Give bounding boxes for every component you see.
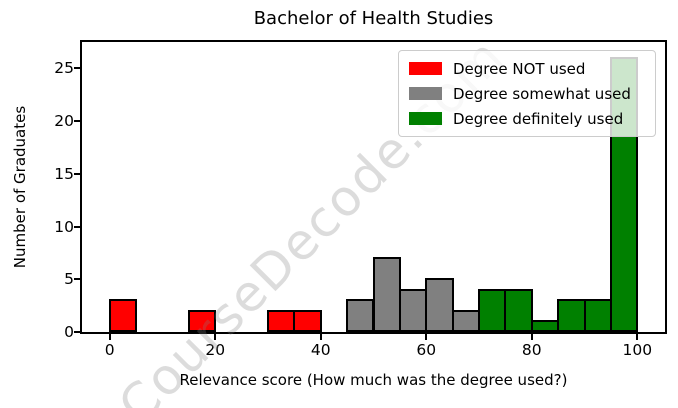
x-tick-label: 100 [622,341,653,359]
y-tick-label: 10 [54,217,74,236]
chart-title: Bachelor of Health Studies [253,8,494,29]
histogram-bar [530,320,560,332]
histogram-bar [108,299,138,332]
histogram-bar [187,309,217,332]
y-tick-mark [74,278,80,281]
histogram-bar [346,299,375,332]
x-tick-mark [214,334,217,340]
x-tick-label: 0 [104,341,115,359]
histogram-bar [478,288,507,332]
x-tick-mark [530,334,533,340]
histogram-bar [293,309,322,332]
legend-row: Degree somewhat used [409,85,645,103]
legend-swatch [409,112,442,125]
y-tick-label: 5 [64,270,74,289]
x-tick-label: 60 [416,341,437,359]
y-tick-mark [74,120,80,123]
histogram-bar [398,288,428,332]
histogram-bar [504,288,533,332]
x-axis-label: Relevance score (How much was the degree… [179,371,568,389]
y-tick-mark [74,225,80,228]
x-tick-mark [108,334,111,340]
histogram-bar [583,299,612,332]
legend-label: Degree somewhat used [453,84,631,103]
histogram-bar [372,257,401,332]
y-tick-mark [74,172,80,175]
y-tick-label: 15 [54,164,74,183]
histogram-bar [425,278,454,332]
histogram-bar [557,299,586,332]
x-tick-mark [636,334,639,340]
legend-label: Degree definitely used [453,109,624,128]
y-tick-label: 20 [54,112,74,131]
x-tick-mark [425,334,428,340]
y-tick-mark [74,331,80,333]
histogram-bar [451,309,480,332]
x-tick-label: 80 [521,341,542,359]
x-tick-mark [319,334,322,340]
histogram-bar [266,309,296,332]
y-tick-label: 0 [64,323,74,341]
legend-label: Degree NOT used [453,59,586,78]
x-tick-label: 20 [205,341,226,359]
legend-swatch [409,87,442,100]
y-tick-label: 25 [54,59,74,78]
y-tick-mark [74,67,80,70]
legend: Degree NOT used Degree somewhat used Degre… [398,50,656,137]
legend-swatch [409,62,442,75]
legend-row: Degree NOT used [409,60,645,78]
legend-row: Degree definitely used [409,110,645,128]
x-tick-label: 40 [310,341,331,359]
